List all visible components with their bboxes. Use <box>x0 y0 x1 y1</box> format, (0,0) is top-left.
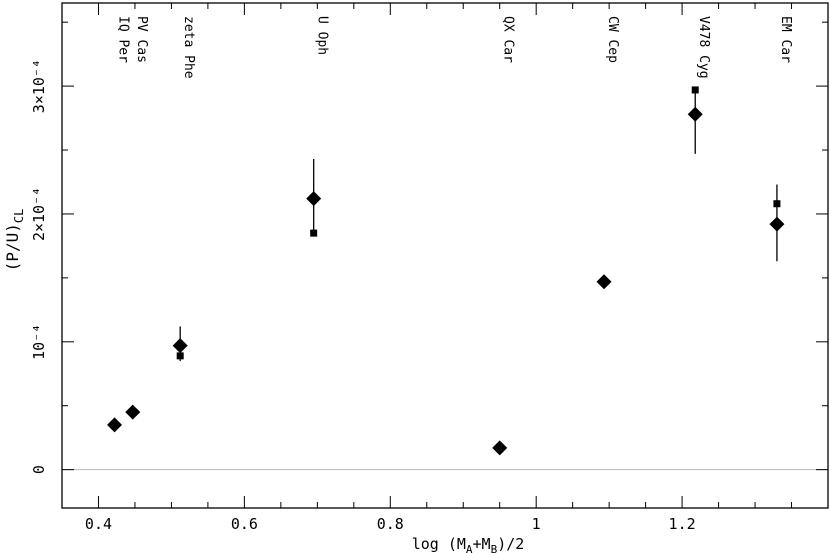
star-label: QX Car <box>501 16 516 63</box>
x-tick-label: 1 <box>532 515 541 533</box>
x-tick-label: 0.4 <box>85 515 112 533</box>
star-label: EM Car <box>778 16 793 63</box>
star-label: V478 Cyg <box>696 16 711 79</box>
plot-frame <box>61 2 829 509</box>
star-label: CW Cep <box>605 16 620 63</box>
square-marker <box>773 200 781 208</box>
diamond-marker <box>306 191 322 207</box>
star-label: PV Cas <box>134 16 149 63</box>
diamond-marker <box>107 417 123 433</box>
diamond-marker <box>125 404 141 420</box>
x-tick-label: 0.8 <box>377 515 404 533</box>
diamond-marker <box>172 338 188 354</box>
y-axis-title: (P/U)CL <box>3 209 26 272</box>
star-labels: IQ Per PV Cas zeta Phe U Oph QX Car CW Cep V47… <box>116 16 793 79</box>
y-tick-labels: 0 10⁻⁴ 2×10⁻⁴ 3×10⁻⁴ <box>30 59 48 474</box>
square-marker <box>310 229 318 237</box>
x-axis-title: log (MA+MB)/2 <box>412 535 525 553</box>
x-tick-label: 0.6 <box>231 515 258 533</box>
diamond-marker <box>596 274 612 290</box>
alternate-points <box>176 86 781 360</box>
square-marker <box>176 352 184 360</box>
y-axis-title-text: (P/U)CL <box>3 209 26 272</box>
y-tick-label: 3×10⁻⁴ <box>30 59 48 113</box>
x-tick-label: 1.2 <box>669 515 696 533</box>
y-tick-label: 10⁻⁴ <box>30 324 48 360</box>
y-tick-label: 0 <box>30 465 48 474</box>
diamond-marker <box>687 106 703 122</box>
diamond-marker <box>769 216 785 232</box>
x-tick-labels: 0.4 0.6 0.8 1 1.2 <box>85 515 696 533</box>
x-axis-title-text: log (MA+MB)/2 <box>412 535 525 553</box>
star-label: zeta Phe <box>181 16 196 79</box>
error-bars <box>179 92 778 361</box>
diamond-marker <box>492 440 508 456</box>
star-label: U Oph <box>315 16 330 55</box>
square-marker <box>691 86 699 94</box>
star-label: IQ Per <box>116 16 131 63</box>
data-points <box>107 106 785 456</box>
axis-ticks <box>61 3 829 508</box>
y-tick-label: 2×10⁻⁴ <box>30 187 48 241</box>
